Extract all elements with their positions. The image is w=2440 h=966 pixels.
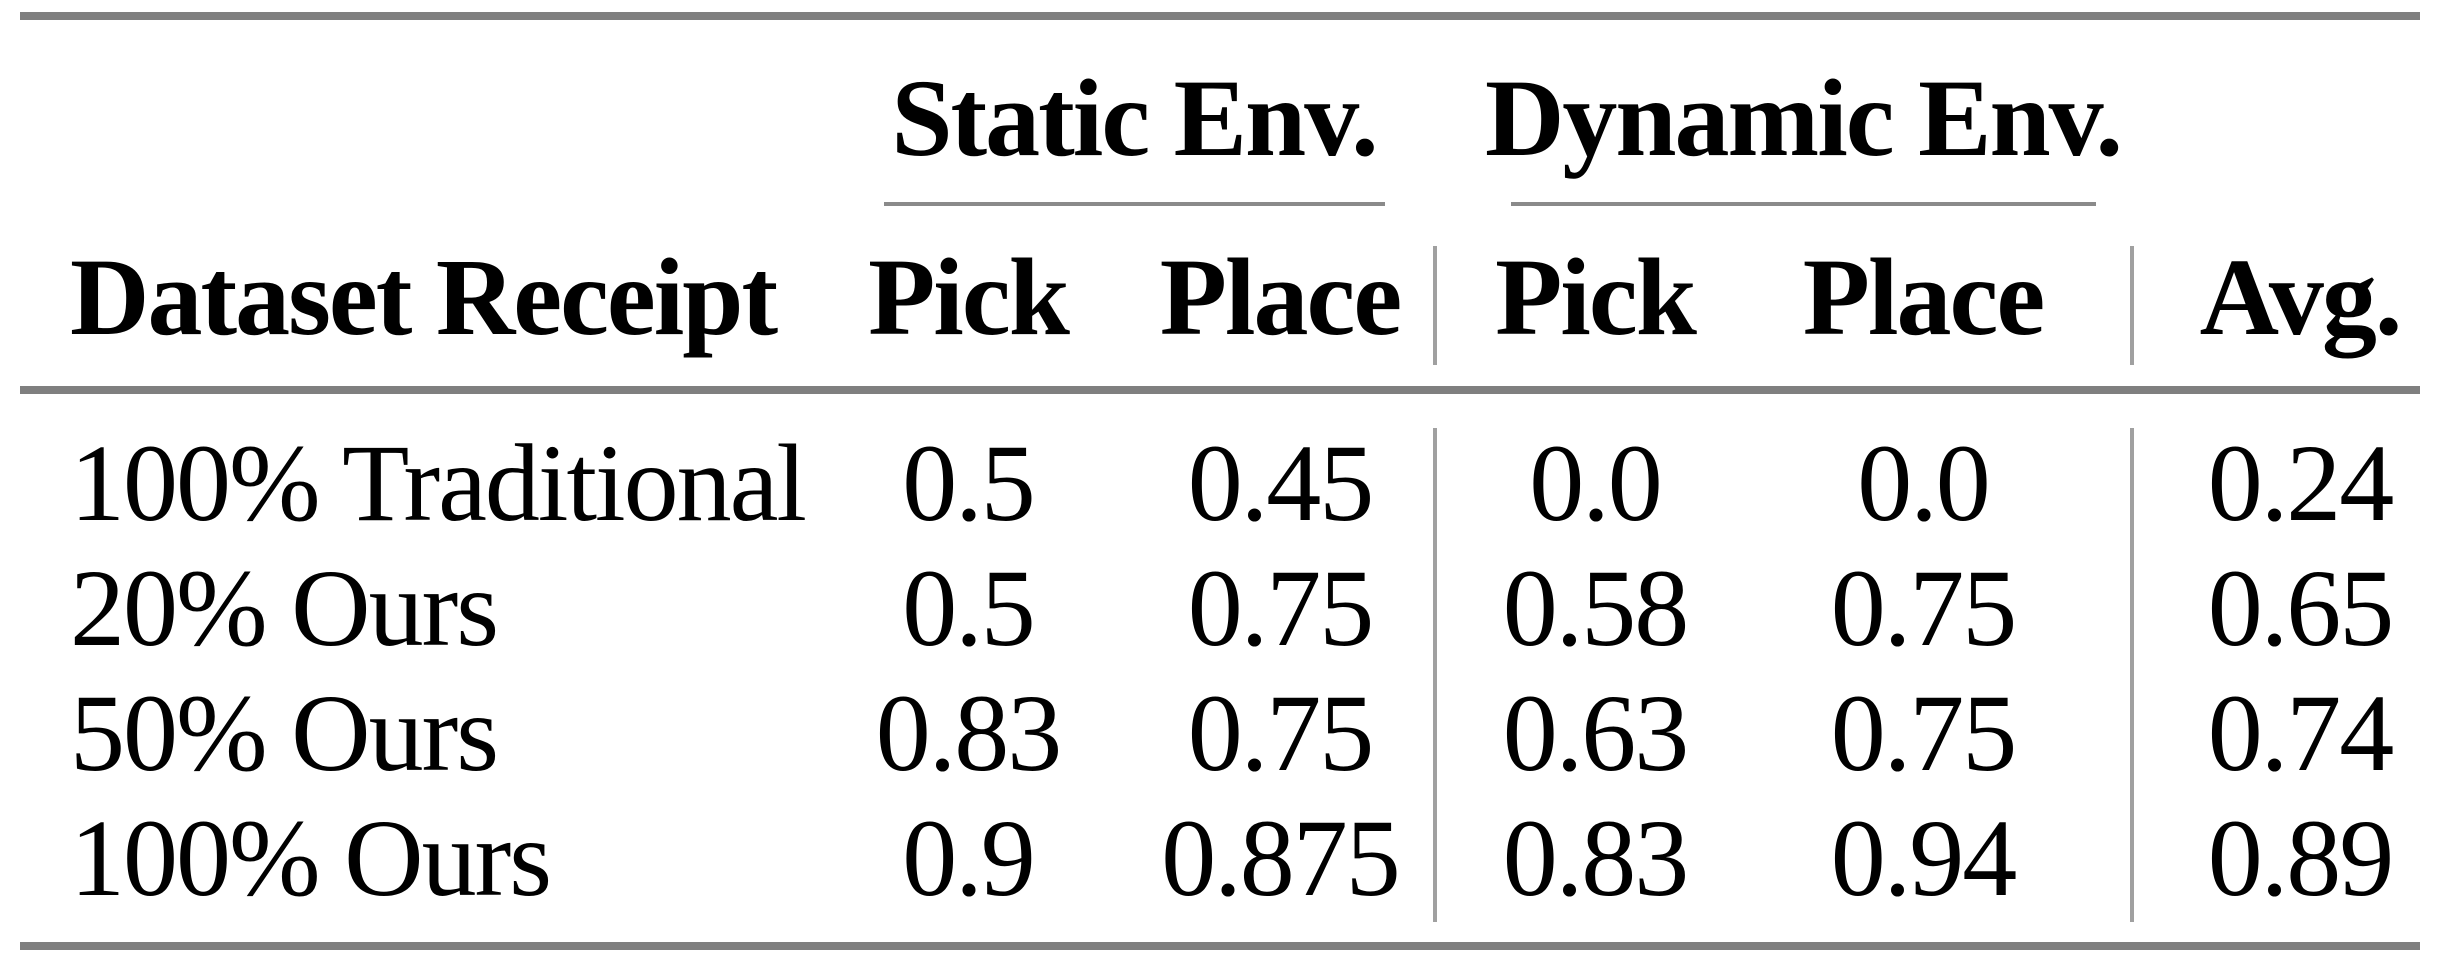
column-header-avg: Avg. <box>2199 236 2403 358</box>
column-header-static-place: Place <box>1159 236 1402 358</box>
row-label: 50% Ours <box>70 672 499 794</box>
table-cell: 0.75 <box>1187 672 1374 794</box>
column-divider-static-dynamic-body <box>1433 428 1437 922</box>
table-cell: 0.63 <box>1502 672 1689 794</box>
table-cell: 0.65 <box>2207 547 2394 669</box>
table-cell: 0.94 <box>1830 797 2017 919</box>
table-cell: 0.24 <box>2207 422 2394 544</box>
column-group-dynamic-env: Dynamic Env. <box>1484 57 2123 179</box>
table-bottom-rule <box>20 942 2420 950</box>
table-cell: 0.45 <box>1187 422 1374 544</box>
row-label: 100% Traditional <box>70 422 807 544</box>
table-cell: 0.89 <box>2207 797 2394 919</box>
table-top-rule <box>20 12 2420 20</box>
table-cell: 0.0 <box>1857 422 1990 544</box>
table-header-rule <box>20 386 2420 394</box>
column-divider-dynamic-avg-header <box>2130 246 2134 365</box>
column-header-dynamic-pick: Pick <box>1495 236 1697 358</box>
column-divider-dynamic-avg-body <box>2130 428 2134 922</box>
table-cell: 0.5 <box>902 547 1035 669</box>
table-cell: 0.5 <box>902 422 1035 544</box>
row-label: 100% Ours <box>70 797 552 919</box>
column-divider-static-dynamic-header <box>1433 246 1437 365</box>
table-cell: 0.83 <box>875 672 1062 794</box>
row-label: 20% Ours <box>70 547 499 669</box>
column-group-static-env: Static Env. <box>891 57 1378 179</box>
table-cell: 0.875 <box>1161 797 1400 919</box>
table-cell: 0.58 <box>1502 547 1689 669</box>
dynamic-env-underline <box>1511 202 2096 206</box>
column-header-dynamic-place: Place <box>1802 236 2045 358</box>
table-cell: 0.83 <box>1502 797 1689 919</box>
table-cell: 0.74 <box>2207 672 2394 794</box>
column-header-static-pick: Pick <box>868 236 1070 358</box>
table-cell: 0.75 <box>1830 547 2017 669</box>
static-env-underline <box>884 202 1385 206</box>
table-cell: 0.9 <box>902 797 1035 919</box>
table-cell: 0.75 <box>1187 547 1374 669</box>
table-cell: 0.0 <box>1529 422 1662 544</box>
column-header-dataset-receipt: Dataset Receipt <box>70 236 778 358</box>
table-cell: 0.75 <box>1830 672 2017 794</box>
